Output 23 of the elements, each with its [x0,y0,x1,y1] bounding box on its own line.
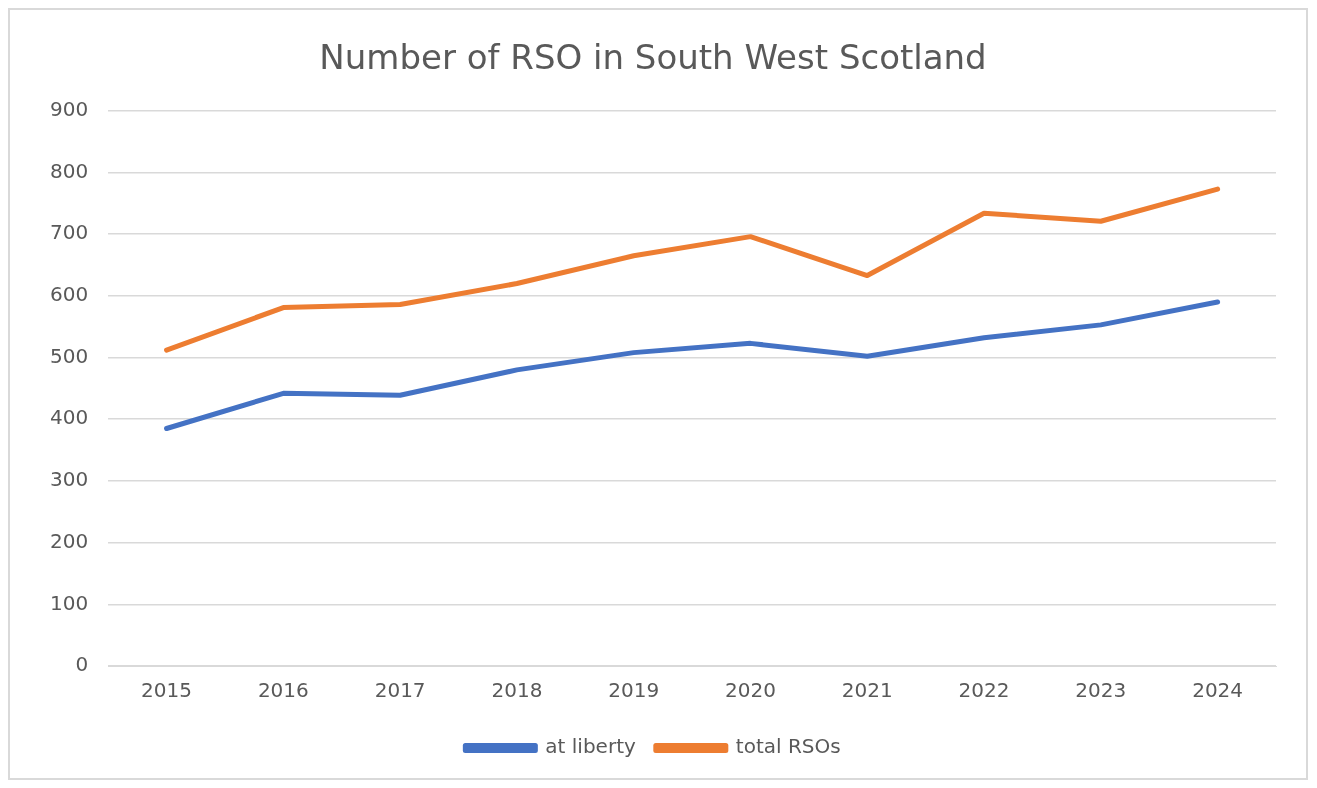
y-tick-label: 100 [49,590,89,615]
y-tick-label: 500 [49,343,89,368]
x-tick-label: 2023 [1075,678,1127,703]
legend-label: at liberty [545,734,636,759]
legend-label: total RSOs [735,734,841,759]
x-tick-label: 2017 [374,678,426,703]
x-tick-label: 2020 [725,678,776,703]
y-tick-label: 700 [49,220,89,245]
y-tick-label: 900 [49,97,89,121]
x-tick-label: 2016 [257,678,309,703]
y-tick-label: 0 [75,652,89,677]
y-tick-label: 300 [49,467,89,492]
x-tick-label: 2015 [141,678,193,703]
chart-title: Number of RSO in South West Scotland [319,37,987,78]
x-tick-label: 2019 [608,678,660,703]
x-tick-label: 2018 [491,678,543,703]
y-tick-label: 200 [49,528,89,553]
y-tick-label: 800 [49,158,89,183]
x-tick-label: 2022 [958,678,1010,703]
y-tick-label: 400 [49,405,89,430]
x-tick-label: 2024 [1192,678,1244,703]
x-tick-label: 2021 [841,678,893,703]
y-tick-label: 600 [49,282,89,307]
